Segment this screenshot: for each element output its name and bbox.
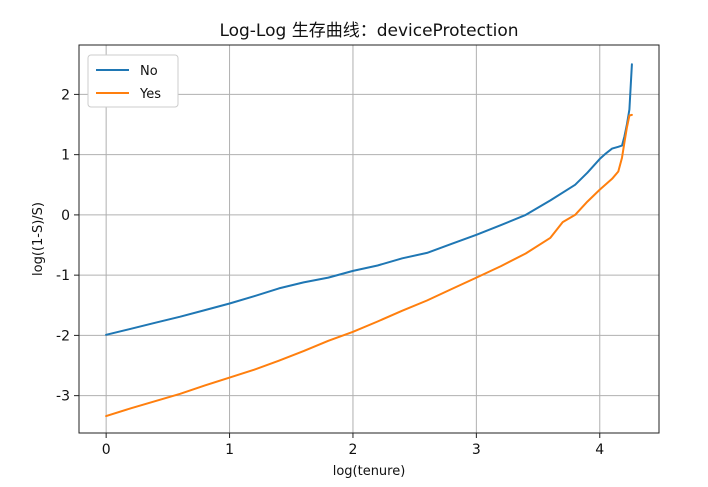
legend-label-yes: Yes [139,87,161,102]
y-tick-label: -2 [56,328,70,344]
y-tick-label: -1 [56,268,70,284]
y-tick-label: 0 [61,208,70,224]
legend-box [87,54,179,108]
y-tick-label: 2 [61,87,70,103]
chart-title: Log-Log 生存曲线：deviceProtection [219,21,518,41]
y-axis-label: log((1-S)/S) [31,202,46,276]
y-tick-label: -3 [56,389,70,405]
x-tick-label: 0 [102,442,111,458]
legend-label-no: No [140,64,158,79]
x-axis-label: log(tenure) [333,464,406,479]
series-line-no [105,63,633,336]
series-line-yes [105,113,633,418]
x-tick-label: 4 [595,442,604,458]
plot-frame [78,44,660,434]
axis-ticks: 0 1 2 3 4 -3 -2 -1 0 1 2 [56,87,604,458]
x-tick-label: 3 [472,442,481,458]
y-tick-label: 1 [61,148,70,164]
x-tick-label: 1 [225,442,234,458]
legend: No Yes [87,54,179,108]
x-tick-label: 2 [348,442,357,458]
series-layer [105,63,633,418]
